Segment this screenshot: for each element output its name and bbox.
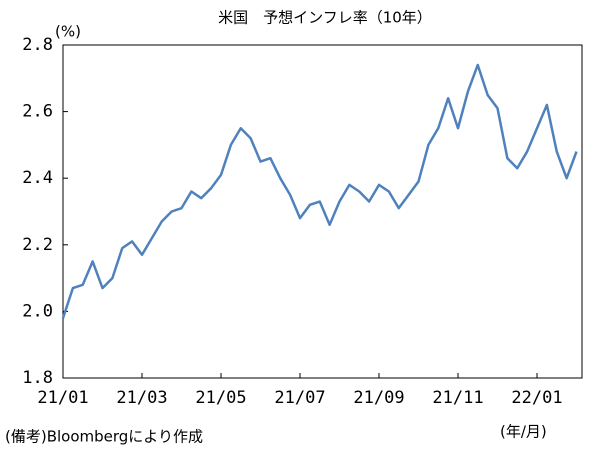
plot-frame	[62, 44, 583, 379]
y-tick-label: 2.0	[22, 301, 53, 321]
x-tick-label: 21/11	[432, 388, 483, 408]
y-tick-label: 2.8	[22, 35, 53, 55]
data-line	[61, 63, 578, 319]
source-note: (備考)Bloombergにより作成	[5, 428, 203, 446]
y-unit: (%)	[55, 23, 81, 41]
x-tick-label: 21/03	[116, 388, 167, 408]
x-unit: (年/月)	[500, 423, 547, 441]
y-tick-label: 2.4	[22, 168, 53, 188]
y-tick-label: 2.2	[22, 235, 53, 255]
y-tick-label: 1.8	[22, 368, 53, 388]
x-tick-label: 21/07	[274, 388, 325, 408]
x-tick-label: 21/05	[195, 388, 246, 408]
x-tick-label: 22/01	[511, 388, 562, 408]
x-tick-label: 21/09	[353, 388, 404, 408]
y-tick-label: 2.6	[22, 102, 53, 122]
x-tick-label: 21/01	[37, 388, 88, 408]
chart-title: 米国 予想インフレ率（10年）	[218, 9, 432, 27]
